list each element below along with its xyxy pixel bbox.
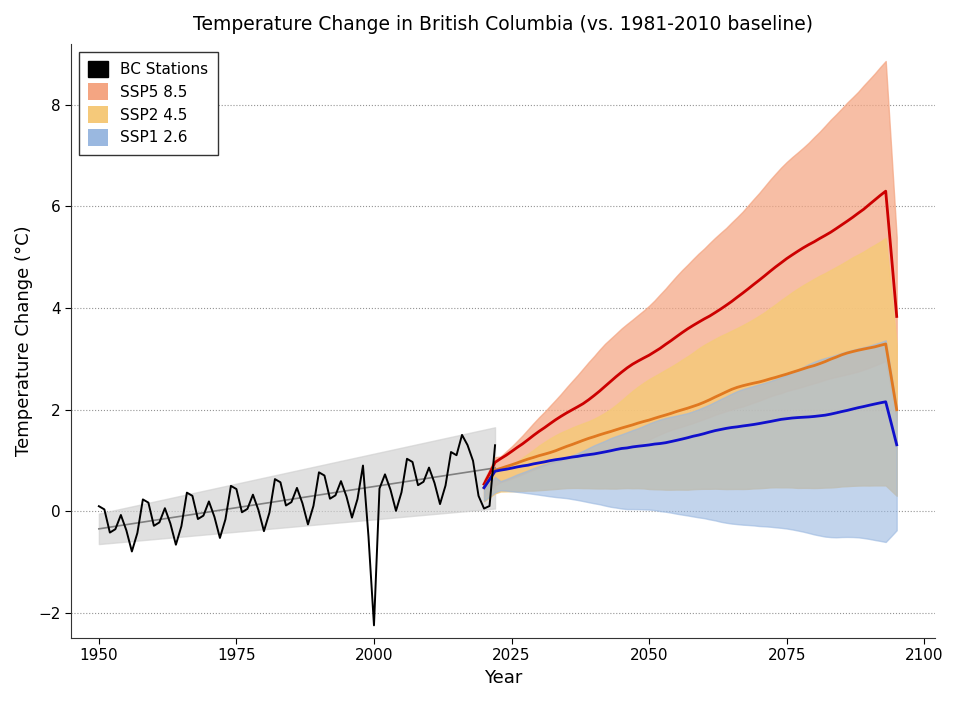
Title: Temperature Change in British Columbia (vs. 1981-2010 baseline): Temperature Change in British Columbia (… (193, 15, 813, 34)
X-axis label: Year: Year (484, 669, 522, 687)
Y-axis label: Temperature Change (°C): Temperature Change (°C) (15, 225, 33, 456)
Legend: BC Stations, SSP5 8.5, SSP2 4.5, SSP1 2.6: BC Stations, SSP5 8.5, SSP2 4.5, SSP1 2.… (79, 51, 218, 155)
